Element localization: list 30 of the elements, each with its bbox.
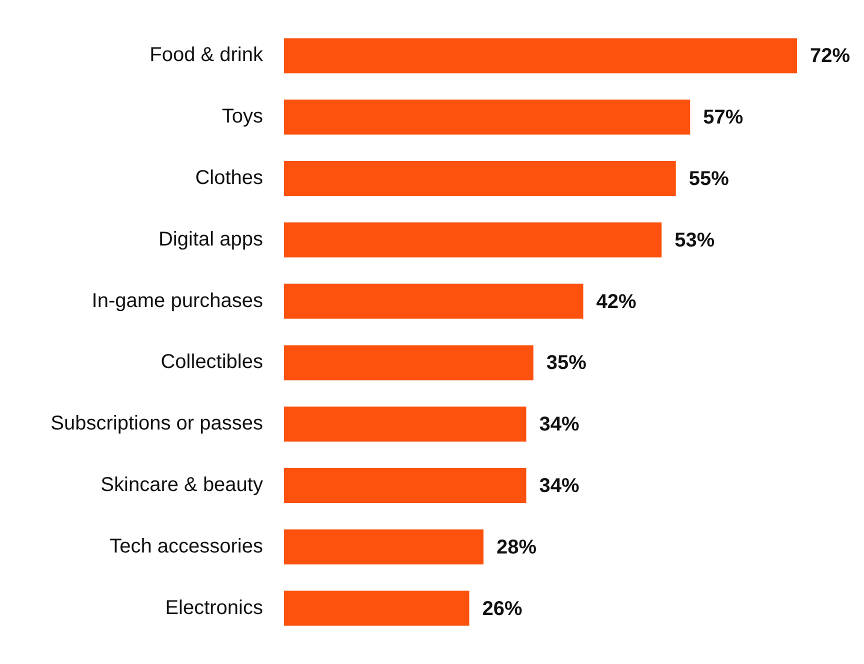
bar bbox=[284, 284, 584, 319]
data-label: 34% bbox=[539, 475, 580, 498]
bar bbox=[284, 406, 526, 442]
y-tick-label: Tech accessories bbox=[110, 535, 263, 558]
data-label: 57% bbox=[703, 106, 744, 129]
bar bbox=[284, 590, 470, 626]
data-label: 34% bbox=[539, 414, 580, 436]
data-label: 55% bbox=[688, 168, 730, 190]
data-label: 26% bbox=[482, 598, 522, 620]
data-label: 35% bbox=[546, 352, 587, 374]
data-label: 53% bbox=[674, 229, 715, 252]
y-tick-label: Digital apps bbox=[158, 228, 263, 250]
y-tick-label: Collectibles bbox=[160, 351, 263, 374]
y-tick-label: Clothes bbox=[195, 167, 263, 190]
y-tick-label: Electronics bbox=[165, 596, 263, 619]
data-label: 42% bbox=[596, 290, 636, 313]
bar bbox=[284, 222, 662, 258]
bar bbox=[284, 345, 534, 380]
y-tick-label: Skincare & beauty bbox=[100, 474, 263, 496]
y-tick-label: Toys bbox=[222, 106, 263, 128]
bar bbox=[284, 161, 676, 196]
bar bbox=[284, 468, 526, 503]
bar bbox=[284, 529, 484, 564]
bar bbox=[284, 100, 690, 135]
y-tick-label: Subscriptions or passes bbox=[50, 412, 263, 435]
bar bbox=[284, 38, 797, 74]
data-label: 72% bbox=[810, 45, 850, 68]
y-tick-label: In-game purchases bbox=[92, 290, 263, 312]
data-label: 28% bbox=[496, 536, 537, 558]
y-tick-label: Food & drink bbox=[150, 44, 264, 66]
